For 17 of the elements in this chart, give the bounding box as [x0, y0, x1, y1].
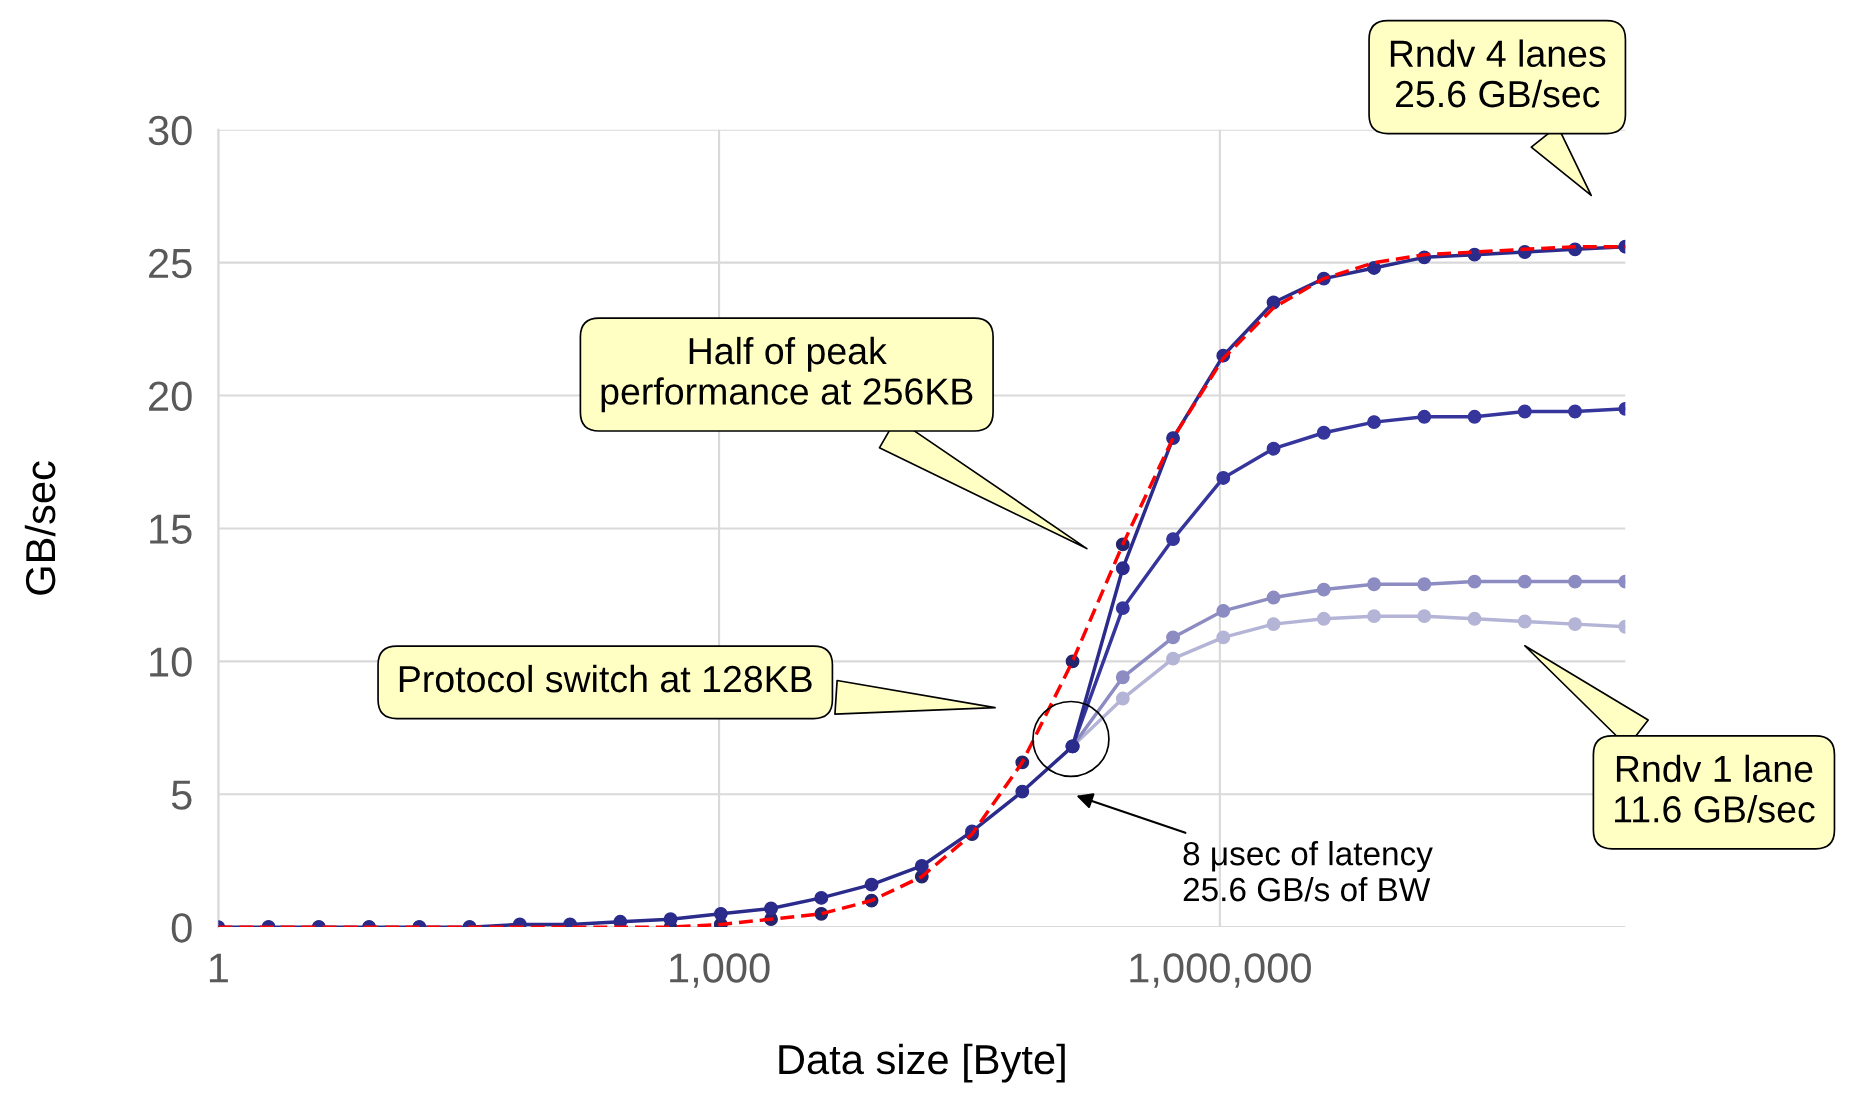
- y-tick-label: 20: [149, 381, 192, 412]
- x-tick-label: 1,000: [670, 953, 770, 988]
- x-tick-label: 1: [209, 953, 228, 983]
- y-tick-label: 0: [171, 913, 192, 943]
- annotation: Half of peak performance at 256KB: [601, 336, 973, 413]
- y-tick-label: 25: [149, 248, 192, 279]
- y-axis-title: GB/sec: [24, 461, 56, 595]
- y-tick-label: 10: [150, 647, 192, 677]
- y-tick-label: 5: [171, 780, 192, 810]
- x-tick-label: 1,000,000: [1130, 953, 1311, 988]
- annotation: Rndv 1 lane 11.6 GB/sec: [1614, 754, 1815, 823]
- y-tick-label: 30: [148, 115, 192, 146]
- annotation: Protocol switch at 128KB: [399, 664, 812, 693]
- annotation: 8 μsec of latency 25.6 GB/s of BW: [1183, 841, 1433, 902]
- y-tick-label: 15: [150, 514, 192, 544]
- x-axis-title: Data size [Byte]: [779, 1043, 1065, 1083]
- text: Rndv 4 lanes 25.6 GB/sec: [1390, 39, 1606, 108]
